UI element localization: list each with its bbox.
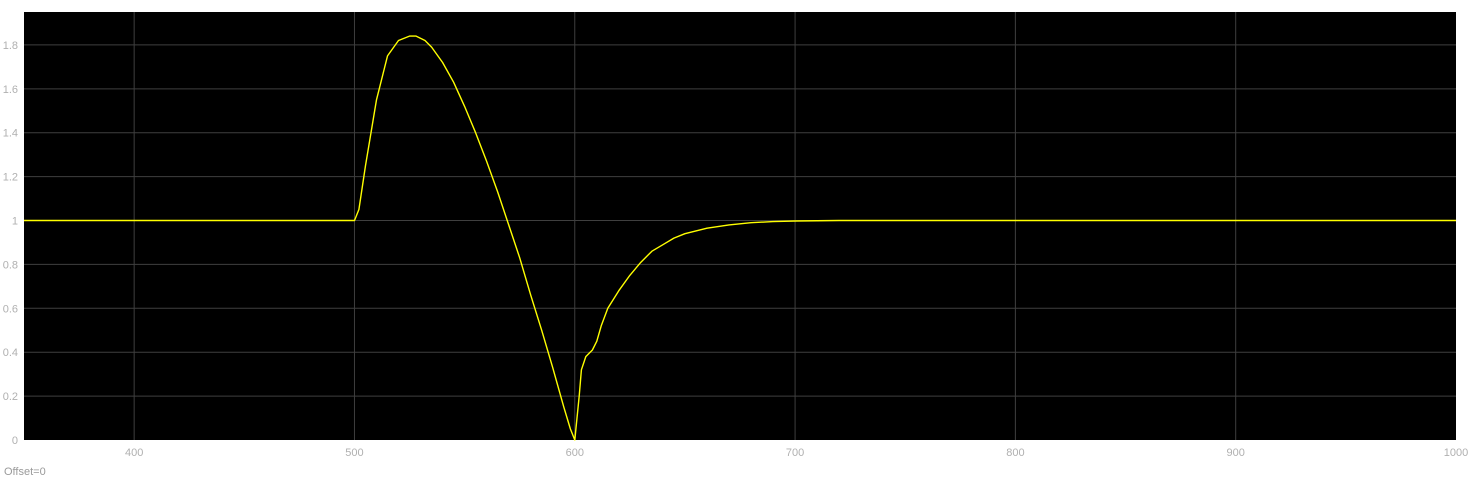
y-tick-label: 1 (12, 216, 18, 228)
y-tick-label: 0.8 (3, 259, 18, 271)
y-tick-label: 1.4 (3, 128, 18, 140)
y-tick-label: 1.8 (3, 40, 18, 52)
y-tick-label: 0.6 (3, 303, 18, 315)
y-tick-label: 0.2 (3, 391, 18, 403)
y-tick-label: 1.6 (3, 84, 18, 96)
x-tick-label: 500 (345, 447, 363, 459)
x-tick-label: 900 (1227, 447, 1245, 459)
x-tick-label: 600 (566, 447, 584, 459)
series-line (24, 35, 1456, 441)
y-tick-labels: 0 0.2 0.4 0.6 0.8 1 1.2 1.4 1.6 1.8 (3, 40, 18, 447)
y-tick-label: 1.2 (3, 172, 18, 184)
offset-label: Offset=0 (4, 466, 46, 478)
plot-background (24, 12, 1456, 440)
y-tick-label: 0 (12, 435, 18, 447)
y-tick-label: 0.4 (3, 347, 18, 359)
series-layer (24, 35, 1456, 441)
x-tick-label: 1000 (1444, 447, 1468, 459)
plot-area: 400 500 600 700 800 900 1000 0 0.2 0.4 0.6 0.8 1 1.2… (3, 12, 1468, 459)
x-tick-labels: 400 500 600 700 800 900 1000 (125, 447, 1468, 459)
x-tick-label: 400 (125, 447, 143, 459)
x-tick-label: 800 (1006, 447, 1024, 459)
x-tick-label: 700 (786, 447, 804, 459)
